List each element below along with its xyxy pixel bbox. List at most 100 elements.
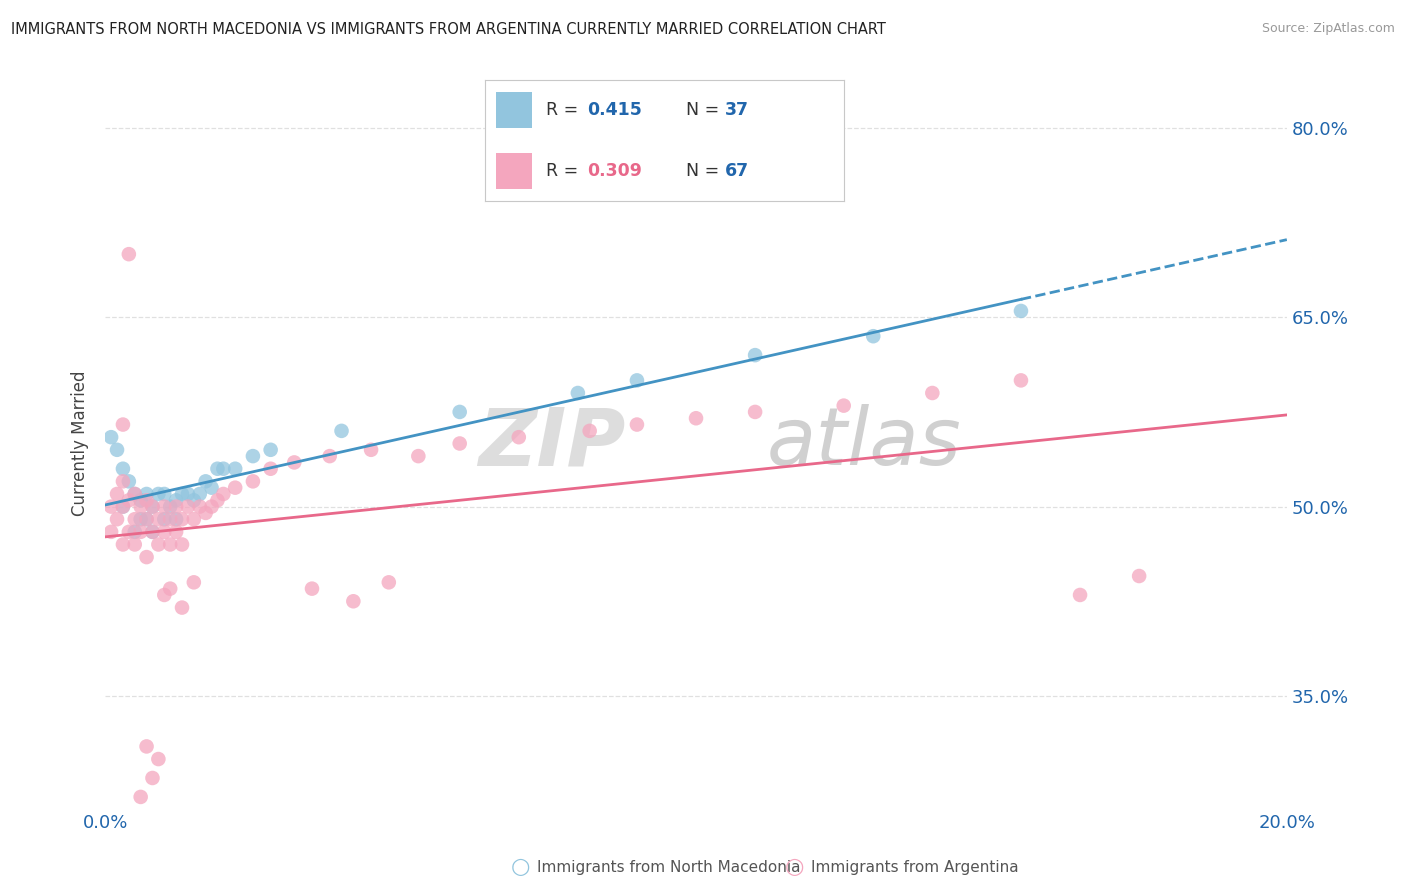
Point: [159, 512, 181, 526]
Point: [165, 524, 187, 539]
Point: [111, 537, 134, 551]
Point: [170, 600, 193, 615]
Point: [135, 739, 157, 754]
Text: N =: N =: [686, 102, 724, 120]
Point: [100, 500, 122, 514]
Point: [212, 461, 235, 475]
Point: [148, 512, 170, 526]
Point: [188, 500, 211, 514]
Point: [259, 461, 281, 475]
Text: R =: R =: [546, 161, 583, 179]
Point: [378, 575, 401, 590]
Point: [224, 481, 246, 495]
Text: ○: ○: [510, 857, 530, 877]
Text: atlas: atlas: [766, 404, 962, 483]
Point: [129, 524, 152, 539]
Point: [159, 582, 181, 596]
Point: [170, 537, 193, 551]
Text: 37: 37: [725, 102, 749, 120]
Point: [148, 537, 170, 551]
Point: [1010, 304, 1032, 318]
Text: Immigrants from North Macedonia: Immigrants from North Macedonia: [537, 860, 800, 874]
Point: [183, 493, 205, 508]
Point: [207, 461, 229, 475]
Point: [129, 500, 152, 514]
Point: [744, 348, 766, 362]
Point: [832, 399, 855, 413]
Bar: [496, 93, 531, 128]
Point: [100, 524, 122, 539]
Point: [105, 442, 128, 457]
Point: [135, 493, 157, 508]
Point: [153, 487, 176, 501]
Point: [141, 524, 163, 539]
Point: [449, 405, 471, 419]
Point: [159, 537, 181, 551]
Point: [148, 752, 170, 766]
Point: [177, 487, 200, 501]
Point: [360, 442, 382, 457]
Point: [135, 487, 157, 501]
Point: [170, 512, 193, 526]
Point: [183, 575, 205, 590]
Point: [508, 430, 530, 444]
Point: [259, 442, 281, 457]
Text: N =: N =: [686, 161, 724, 179]
Point: [124, 537, 146, 551]
Point: [567, 386, 589, 401]
Point: [165, 512, 187, 526]
Point: [124, 512, 146, 526]
Point: [153, 512, 176, 526]
Point: [141, 500, 163, 514]
Point: [319, 449, 342, 463]
Point: [141, 524, 163, 539]
Point: [153, 588, 176, 602]
Point: [141, 771, 163, 785]
Text: 67: 67: [725, 161, 749, 179]
Point: [118, 524, 141, 539]
Point: [342, 594, 364, 608]
Point: [449, 436, 471, 450]
Point: [183, 512, 205, 526]
Point: [105, 512, 128, 526]
Point: [242, 475, 264, 489]
Point: [148, 487, 170, 501]
Y-axis label: Currently Married: Currently Married: [72, 371, 89, 516]
Point: [408, 449, 430, 463]
Point: [135, 550, 157, 565]
Text: Source: ZipAtlas.com: Source: ZipAtlas.com: [1261, 22, 1395, 36]
Point: [862, 329, 884, 343]
Point: [212, 487, 235, 501]
Text: 0.309: 0.309: [588, 161, 643, 179]
Point: [194, 506, 217, 520]
Point: [200, 500, 222, 514]
Point: [626, 373, 648, 387]
Point: [129, 512, 152, 526]
Point: [124, 487, 146, 501]
Text: IMMIGRANTS FROM NORTH MACEDONIA VS IMMIGRANTS FROM ARGENTINA CURRENTLY MARRIED C: IMMIGRANTS FROM NORTH MACEDONIA VS IMMIG…: [11, 22, 886, 37]
Point: [124, 487, 146, 501]
Point: [141, 500, 163, 514]
Point: [135, 512, 157, 526]
Point: [129, 493, 152, 508]
Point: [1010, 373, 1032, 387]
Text: ○: ○: [785, 857, 804, 877]
Point: [100, 430, 122, 444]
Point: [165, 493, 187, 508]
Point: [177, 500, 200, 514]
Point: [744, 405, 766, 419]
Point: [129, 789, 152, 804]
Point: [118, 475, 141, 489]
Text: ZIP: ZIP: [478, 404, 626, 483]
Point: [207, 493, 229, 508]
Point: [111, 500, 134, 514]
Point: [283, 455, 305, 469]
Point: [170, 487, 193, 501]
Point: [921, 386, 943, 401]
Point: [1069, 588, 1091, 602]
Point: [626, 417, 648, 432]
Point: [105, 487, 128, 501]
Point: [118, 493, 141, 508]
Point: [153, 524, 176, 539]
Point: [224, 461, 246, 475]
